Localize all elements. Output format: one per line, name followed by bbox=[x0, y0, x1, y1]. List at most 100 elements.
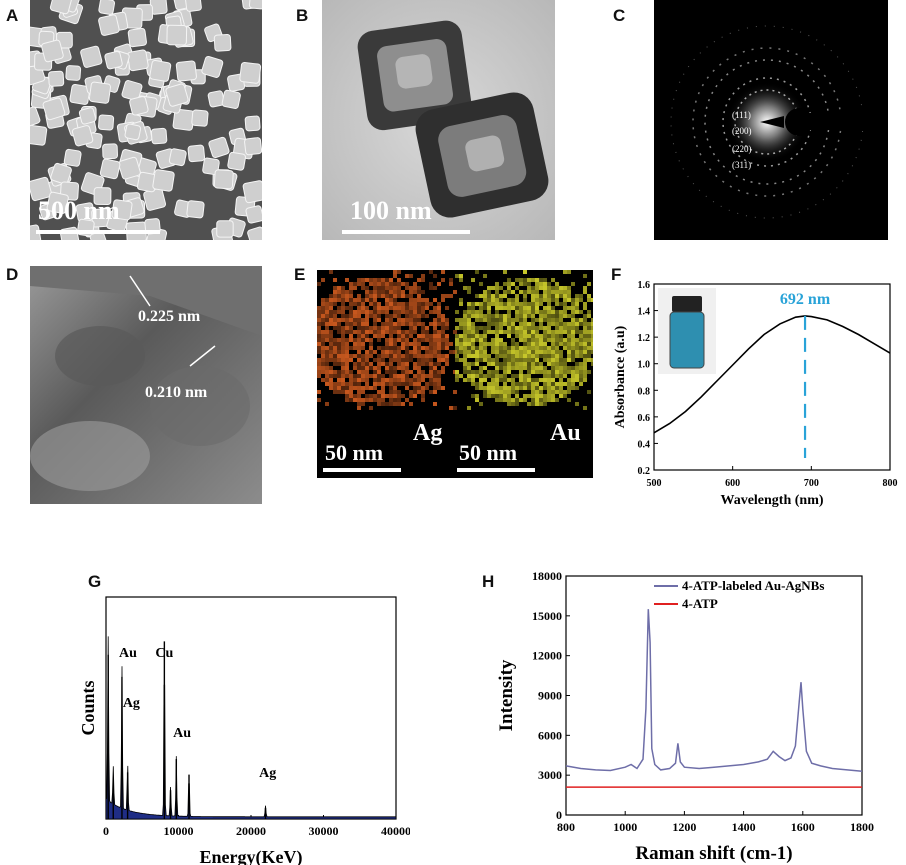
map-pixel bbox=[511, 374, 515, 378]
map-pixel bbox=[425, 298, 429, 302]
map-pixel bbox=[405, 334, 409, 338]
sem-particle bbox=[46, 191, 69, 214]
map-pixel bbox=[349, 358, 353, 362]
map-pixel bbox=[511, 354, 515, 358]
map-pixel bbox=[455, 378, 459, 382]
map-pixel bbox=[479, 314, 483, 318]
map-pixel bbox=[455, 358, 459, 362]
map-pixel bbox=[587, 370, 591, 374]
x-tick-label: 700 bbox=[804, 478, 819, 489]
map-pixel bbox=[483, 350, 487, 354]
map-pixel bbox=[365, 298, 369, 302]
map-pixel bbox=[389, 318, 393, 322]
eds-maps: Ag Au 50 nm 50 nm bbox=[317, 270, 593, 478]
map-pixel bbox=[405, 350, 409, 354]
map-pixel bbox=[507, 390, 511, 394]
map-pixel bbox=[519, 386, 523, 390]
y-axis-label: Absorbance (a.u) bbox=[613, 325, 628, 428]
map-pixel bbox=[515, 330, 519, 334]
map-pixel bbox=[345, 294, 349, 298]
map-pixel bbox=[555, 346, 559, 350]
peak-annotation: Ag bbox=[259, 766, 276, 781]
map-pixel bbox=[499, 350, 503, 354]
map-pixel bbox=[479, 402, 483, 406]
map-pixel bbox=[317, 398, 321, 402]
map-pixel bbox=[495, 394, 499, 398]
map-pixel bbox=[401, 306, 405, 310]
map-pixel bbox=[325, 330, 329, 334]
map-pixel bbox=[361, 402, 365, 406]
map-pixel bbox=[527, 342, 531, 346]
hrtem-texture bbox=[30, 266, 262, 504]
map-pixel bbox=[543, 330, 547, 334]
map-pixel bbox=[559, 390, 563, 394]
map-pixel bbox=[337, 330, 341, 334]
map-pixel bbox=[317, 342, 321, 346]
map-pixel bbox=[583, 306, 587, 310]
map-pixel bbox=[409, 306, 413, 310]
map-pixel bbox=[349, 310, 353, 314]
map-pixel bbox=[341, 354, 345, 358]
map-pixel bbox=[405, 302, 409, 306]
map-pixel bbox=[377, 310, 381, 314]
map-pixel bbox=[535, 306, 539, 310]
map-pixel bbox=[389, 370, 393, 374]
particle-body bbox=[69, 83, 91, 105]
map-pixel bbox=[365, 334, 369, 338]
map-pixel bbox=[413, 366, 417, 370]
panel-letter-h: H bbox=[482, 572, 495, 591]
map-pixel bbox=[463, 378, 467, 382]
map-pixel bbox=[325, 302, 329, 306]
map-pixel bbox=[583, 302, 587, 306]
map-pixel bbox=[365, 294, 369, 298]
map-pixel bbox=[357, 402, 361, 406]
map-pixel bbox=[401, 402, 405, 406]
sem-particle bbox=[48, 70, 65, 87]
particle-body bbox=[49, 0, 73, 15]
map-pixel bbox=[563, 322, 567, 326]
map-pixel bbox=[579, 370, 583, 374]
map-pixel bbox=[523, 314, 527, 318]
map-pixel bbox=[463, 334, 467, 338]
map-pixel bbox=[515, 334, 519, 338]
map-pixel bbox=[467, 330, 471, 334]
particle-body bbox=[244, 115, 261, 132]
map-pixel bbox=[373, 394, 377, 398]
map-pixel bbox=[487, 290, 491, 294]
map-pixel bbox=[317, 318, 321, 322]
sem-particle bbox=[202, 157, 220, 176]
map-pixel bbox=[591, 322, 593, 326]
map-pixel bbox=[325, 298, 329, 302]
map-pixel bbox=[527, 350, 531, 354]
map-pixel bbox=[321, 310, 325, 314]
map-pixel bbox=[437, 282, 441, 286]
map-pixel bbox=[543, 394, 547, 398]
particle-body bbox=[129, 96, 149, 116]
sem-particle bbox=[30, 176, 53, 202]
map-pixel bbox=[389, 394, 393, 398]
y-tick-label: 18000 bbox=[532, 569, 562, 583]
map-pixel bbox=[381, 290, 385, 294]
map-pixel bbox=[405, 274, 409, 278]
map-pixel bbox=[539, 398, 543, 402]
map-pixel bbox=[587, 358, 591, 362]
map-pixel bbox=[357, 366, 361, 370]
map-pixel bbox=[511, 346, 515, 350]
map-pixel bbox=[397, 402, 401, 406]
map-pixel bbox=[337, 358, 341, 362]
legend-label: 4-ATP bbox=[682, 596, 718, 611]
map-pixel bbox=[353, 330, 357, 334]
sem-particle bbox=[245, 205, 262, 224]
particle-body bbox=[149, 59, 172, 82]
particle-body bbox=[244, 137, 262, 156]
map-pixel bbox=[437, 382, 441, 386]
map-pixel bbox=[527, 362, 531, 366]
map-pixel bbox=[433, 386, 437, 390]
map-pixel bbox=[563, 366, 567, 370]
map-pixel bbox=[503, 370, 507, 374]
map-pixel bbox=[511, 382, 515, 386]
map-pixel bbox=[417, 310, 421, 314]
map-pixel bbox=[333, 390, 337, 394]
map-pixel bbox=[583, 318, 587, 322]
map-pixel bbox=[479, 358, 483, 362]
